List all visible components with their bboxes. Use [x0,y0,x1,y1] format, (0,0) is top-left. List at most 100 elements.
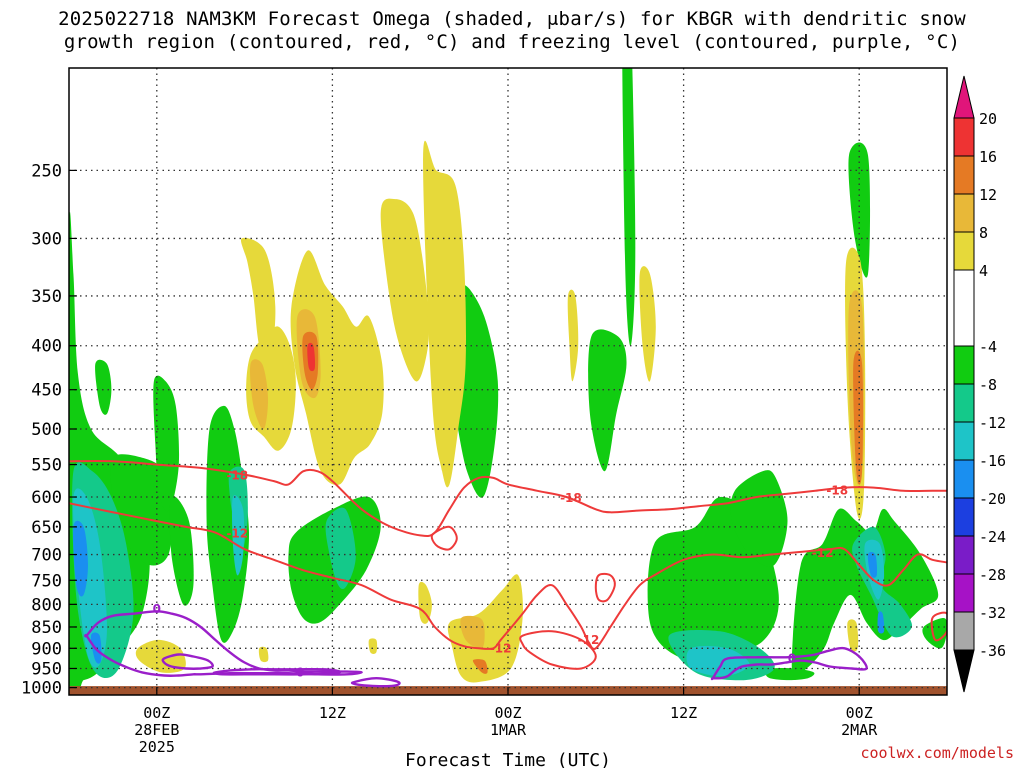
omega-region-yellow [258,646,269,663]
freezing-level-contour [161,653,214,670]
colorbar-tick-label: -24 [979,528,1006,546]
y-tick-label: 650 [31,518,62,538]
colorbar-tick-label: 4 [979,262,988,280]
colorbar-under-arrow [953,649,975,693]
omega-region-yellow [418,581,432,624]
y-tick-label: 900 [31,639,62,659]
chart-title-line-2: growth region (contoured, red, °C) and f… [63,31,961,53]
colorbar-segment [953,383,975,423]
x-tick-label: 12Z [319,704,346,722]
x-tick-label: 28FEB [134,721,179,739]
colorbar-over-arrow [953,75,975,119]
omega-region-yellow [447,574,523,683]
omega-region-yellow [135,639,186,673]
dgz-contour--18 [69,459,947,538]
contour-label: -12 [226,527,248,541]
x-tick-label: 00Z [143,704,170,722]
y-tick-label: 600 [31,488,62,508]
omega-region-yellow [368,638,378,654]
freezing-level-contour [710,646,868,681]
contour-label: -18 [560,491,582,505]
colorbar-segment [953,193,975,233]
omega-region-yellow [380,198,430,382]
y-tick-label: 800 [31,595,62,615]
dgz-contour--12 [430,525,458,551]
omega-region-yellow [240,237,276,366]
omega-region-green [791,508,939,680]
omega-shading-layer [69,68,947,695]
contour-label: 0 [788,651,796,665]
contour-label: -12 [578,633,600,647]
colorbar-segment [953,573,975,613]
dgz-contour--12 [594,572,616,603]
omega-region-blue [73,520,88,597]
y-tick-label: 300 [31,229,62,249]
colorbar-tick-label: -8 [979,376,997,394]
contour-layer [69,459,947,688]
colorbar-tick-label: -4 [979,338,997,356]
omega-region-green [588,329,627,472]
y-tick-label: 450 [31,381,62,401]
y-tick-label: 350 [31,287,62,307]
contour-label: 0 [153,602,161,616]
freezing-level-contour [350,676,401,688]
y-tick-label: 550 [31,456,62,476]
y-tick-label: 500 [31,420,62,440]
colorbar-segment [953,497,975,537]
colorbar-tick-label: -32 [979,604,1006,622]
omega-region-blue [867,551,878,578]
y-tick-label: 400 [31,337,62,357]
freezing-level-contour [212,667,342,676]
x-tick-label: 00Z [846,704,873,722]
credit-link[interactable]: coolwx.com/models [860,744,1014,762]
colorbar: 20 16 12 8 4 -4 -8 -12 -16 -20 -24 -28 -32 -36 [953,75,1006,693]
colorbar-tick-label: 8 [979,224,988,242]
colorbar-segment [953,421,975,461]
dgz-contour--12 [930,611,947,642]
x-tick-label: 12Z [670,704,697,722]
omega-region-green [95,359,112,415]
omega-region-green [848,142,871,278]
colorbar-segment [953,269,975,347]
colorbar-tick-label: 20 [979,110,997,128]
colorbar-tick-label: -16 [979,452,1006,470]
contour-label: 0 [296,666,304,680]
colorbar-tick-label: 16 [979,148,997,166]
colorbar-segment [953,535,975,575]
colorbar-tick-label: -20 [979,490,1006,508]
dgz-contour--12 [69,502,947,650]
omega-region-green [110,454,172,566]
omega-region-green [153,375,180,512]
dgz-contour--12 [519,630,597,670]
omega-region-yellow [423,140,466,488]
colorbar-tick-label: -28 [979,566,1006,584]
omega-region-yellow [847,619,859,652]
omega-region-gold [250,359,269,430]
contour-label-layer: -18 -12 -18 -12 -12 -18 -12 0 0 0 [153,469,848,680]
omega-region-blue [877,611,885,634]
contour-label: -12 [812,546,834,560]
x-tick-label: 1MAR [490,721,527,739]
y-tick-label: 850 [31,618,62,638]
y-axis: 2503003504004505005506006507007508008509… [21,161,77,699]
colorbar-tick-label: 12 [979,186,997,204]
y-tick-label: 750 [31,571,62,591]
omega-region-green [206,405,250,643]
omega-region-orange [472,659,488,674]
omega-region-cyan [231,495,245,576]
contour-label: -18 [226,469,248,483]
omega-region-yellow [567,289,579,382]
omega-region-teal [325,507,356,590]
x-tick-label: 00Z [494,704,521,722]
omega-region-green [169,495,194,606]
y-tick-label: 250 [31,161,62,181]
omega-region-red [307,342,316,372]
omega-region-orange [853,350,864,485]
colorbar-tick-label: -36 [979,642,1006,660]
x-tick-label: 2025 [139,738,175,756]
omega-region-gold [460,615,485,649]
y-tick-label: 950 [31,659,62,679]
omega-region-green [765,667,815,681]
